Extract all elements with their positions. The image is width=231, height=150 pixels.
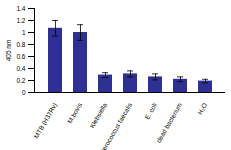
svg-text:0.6: 0.6 <box>16 53 25 60</box>
svg-text:1.2: 1.2 <box>16 17 25 24</box>
svg-text:Enterococcus faecalis: Enterococcus faecalis <box>95 101 133 150</box>
svg-text:M.bovis: M.bovis <box>66 101 84 125</box>
svg-text:0.2: 0.2 <box>16 77 25 84</box>
svg-text:405 nm: 405 nm <box>5 40 12 62</box>
svg-text:0.4: 0.4 <box>16 65 25 72</box>
svg-text:MTB (H37Rv): MTB (H37Rv) <box>32 102 59 140</box>
svg-text:dead bacterium: dead bacterium <box>155 102 183 144</box>
svg-text:0: 0 <box>22 89 26 96</box>
svg-text:Klebsiella: Klebsiella <box>88 101 108 129</box>
svg-text:0.8: 0.8 <box>16 41 25 48</box>
svg-text:H₂O: H₂O <box>196 102 208 116</box>
svg-text:E. coli: E. coli <box>143 102 158 121</box>
svg-text:1.4: 1.4 <box>16 5 25 12</box>
svg-text:1: 1 <box>22 29 26 36</box>
